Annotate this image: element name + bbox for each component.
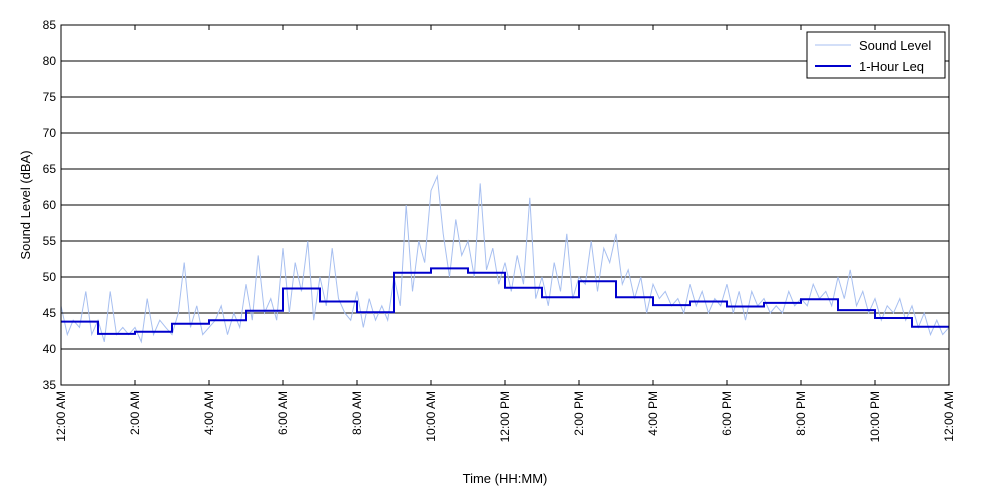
x-tick-label: 8:00 PM: [794, 391, 808, 436]
y-tick-label: 75: [43, 90, 57, 104]
y-tick-label: 70: [43, 126, 57, 140]
y-tick-label: 50: [43, 270, 57, 284]
x-tick-label: 10:00 AM: [424, 391, 438, 442]
x-axis-label: Time (HH:MM): [463, 471, 548, 486]
series-line-1-hour-leq: [61, 267, 949, 335]
series-layer: [60, 174, 950, 344]
x-tick-label: 2:00 PM: [572, 391, 586, 436]
x-tick-label: 2:00 AM: [128, 391, 142, 435]
y-axis-label: Sound Level (dBA): [18, 150, 33, 259]
x-tick-label: 4:00 PM: [646, 391, 660, 436]
y-tick-label: 65: [43, 162, 57, 176]
y-tick-label: 60: [43, 198, 57, 212]
x-tick-label: 4:00 AM: [202, 391, 216, 435]
y-tick-label: 55: [43, 234, 57, 248]
x-tick-label: 8:00 AM: [350, 391, 364, 435]
legend-entry-1-hour-leq: 1-Hour Leq: [859, 59, 924, 74]
x-tick-label: 12:00 PM: [498, 391, 512, 442]
y-tick-label: 45: [43, 306, 57, 320]
y-tick-label: 40: [43, 342, 57, 356]
x-tick-label: 10:00 PM: [868, 391, 882, 442]
x-tick-label: 6:00 PM: [720, 391, 734, 436]
axis-ticks: 35 40 45 50 55 60 65 70 75 80 85 12:00 AM 2:00 AM 4:0…: [43, 18, 956, 442]
x-tick-label: 12:00 AM: [54, 391, 68, 442]
y-tick-label: 85: [43, 18, 57, 32]
y-tick-label: 35: [43, 378, 57, 392]
x-tick-label: 12:00 AM: [942, 391, 956, 442]
x-tick-label: 6:00 AM: [276, 391, 290, 435]
y-tick-label: 80: [43, 54, 57, 68]
legend: Sound Level 1-Hour Leq: [806, 31, 946, 79]
legend-box: [806, 31, 946, 79]
legend-entry-sound-level: Sound Level: [859, 38, 931, 53]
